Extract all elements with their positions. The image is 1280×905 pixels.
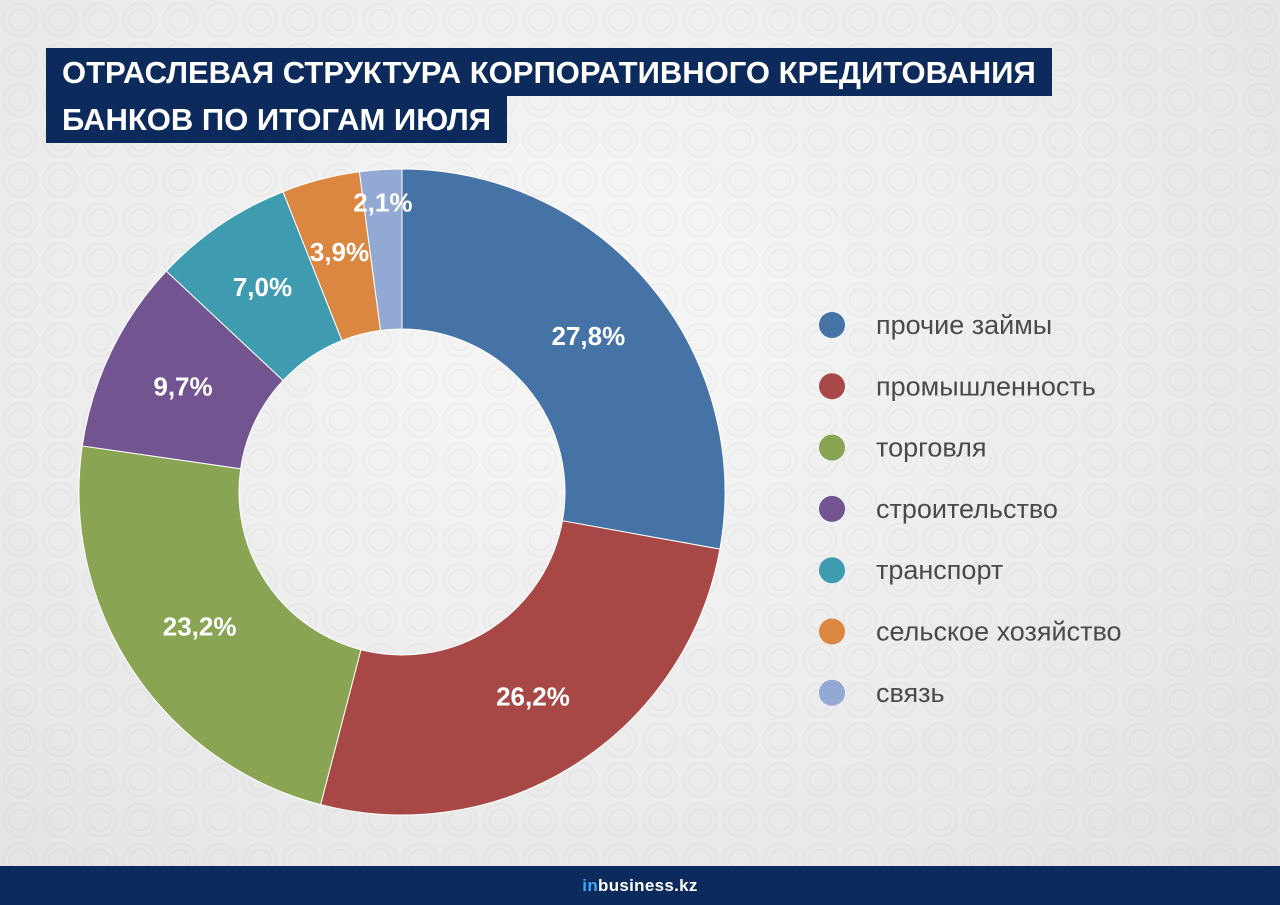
legend-marker-сельское-хозяйство	[819, 618, 845, 645]
slice-промышленность	[320, 520, 721, 816]
legend-marker-транспорт	[819, 557, 845, 584]
chart-legend: прочие займы промышленность торговля строит…	[819, 310, 1122, 708]
brand-name: business.kz	[598, 875, 698, 895]
legend-label-строительство: строительство	[876, 494, 1058, 524]
slice-label-прочие-займы: 27,8%	[552, 321, 626, 351]
legend-marker-торговля	[819, 434, 845, 461]
legend-label-промышленность: промышленность	[876, 371, 1096, 401]
donut-slices	[78, 168, 726, 816]
legend-label-связь: связь	[876, 678, 945, 708]
slice-торговля	[78, 445, 362, 806]
donut-chart: 27,8% 26,2% 23,2% 9,7% 7,0% 3,9% 2,1% прочие з…	[78, 168, 1122, 816]
slice-связь	[358, 168, 403, 331]
slice-labels: 27,8% 26,2% 23,2% 9,7% 7,0% 3,9% 2,1%	[153, 188, 625, 712]
legend-label-сельское-хозяйство: сельское хозяйство	[876, 617, 1122, 647]
slice-label-торговля: 23,2%	[163, 611, 237, 641]
legend-label-торговля: торговля	[876, 433, 986, 463]
slice-прочие-займы	[401, 168, 726, 550]
slice-label-промышленность: 26,2%	[496, 682, 570, 712]
legend-marker-строительство	[819, 495, 845, 522]
legend-label-прочие-займы: прочие займы	[876, 310, 1052, 340]
brand-logo[interactable]: inbusiness.kz	[582, 876, 697, 896]
legend-marker-связь	[819, 679, 845, 706]
chart-title-line-1: ОТРАСЛЕВАЯ СТРУКТУРА КОРПОРАТИВНОГО КРЕД…	[46, 48, 1052, 96]
legend-marker-прочие-займы	[819, 312, 845, 338]
legend-marker-промышленность	[819, 373, 845, 400]
slice-label-строительство: 9,7%	[153, 372, 212, 402]
footer-bar: inbusiness.kz	[0, 866, 1280, 905]
chart-title-line-2: БАНКОВ ПО ИТОГАМ ИЮЛЯ	[46, 95, 508, 143]
slice-label-связь: 2,1%	[353, 188, 412, 218]
slice-label-транспорт: 7,0%	[233, 272, 292, 302]
legend-label-транспорт: транспорт	[876, 555, 1003, 585]
slice-label-сельское-хозяйство: 3,9%	[310, 237, 369, 267]
brand-prefix: in	[582, 875, 599, 895]
